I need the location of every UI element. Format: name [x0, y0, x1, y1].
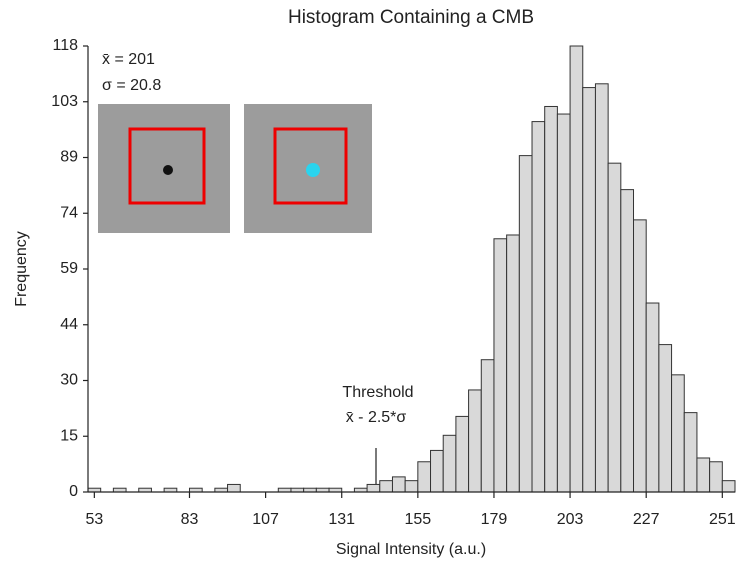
- annotation: x̄ - 2.5*σ: [346, 409, 407, 426]
- inset-spot: [306, 163, 320, 177]
- bar: [417, 461, 432, 493]
- bar: [582, 87, 596, 493]
- bar: [227, 483, 241, 493]
- bar: [594, 83, 609, 493]
- bar: [493, 238, 508, 493]
- x-axis-label: Signal Intensity (a.u.): [336, 541, 486, 558]
- bar: [633, 219, 647, 493]
- inset-images: [98, 104, 372, 233]
- annotation: Threshold: [342, 384, 413, 401]
- bar: [391, 476, 406, 493]
- y-tick-label: 44: [60, 316, 78, 333]
- bar: [671, 374, 685, 493]
- bar: [620, 189, 635, 493]
- x-tick-label: 203: [557, 511, 584, 528]
- bar: [658, 344, 673, 493]
- bar: [696, 457, 711, 493]
- annotation: σ = 20.8: [102, 77, 161, 94]
- bar: [709, 461, 723, 493]
- bar: [531, 121, 546, 493]
- y-tick-label: 0: [69, 483, 78, 500]
- bar: [366, 483, 381, 493]
- x-tick-label: 227: [633, 511, 660, 528]
- bar: [480, 359, 495, 493]
- y-tick-label: 118: [52, 37, 78, 54]
- bar: [430, 449, 444, 493]
- bar: [556, 113, 571, 493]
- x-tick-label: 107: [252, 511, 279, 528]
- bar: [569, 45, 584, 493]
- bar: [455, 415, 470, 493]
- bar: [544, 105, 558, 493]
- inset-box: [273, 127, 348, 205]
- bar: [683, 412, 698, 493]
- bar: [468, 389, 482, 493]
- x-tick-label: 155: [404, 511, 431, 528]
- x-tick-label: 251: [709, 511, 736, 528]
- inset-box: [128, 127, 206, 205]
- x-tick-label: 179: [481, 511, 508, 528]
- bar: [506, 234, 520, 493]
- bar: [607, 162, 622, 493]
- bar: [379, 480, 393, 493]
- x-tick-label: 83: [181, 511, 199, 528]
- y-tick-label: 74: [60, 204, 78, 221]
- bar: [645, 302, 660, 493]
- inset-spot: [163, 165, 173, 175]
- y-tick-label: 15: [60, 427, 78, 444]
- bar: [404, 480, 419, 493]
- x-tick-label: 53: [85, 511, 103, 528]
- chart-title: Histogram Containing a CMB: [288, 7, 534, 28]
- annotation: x̄ = 201: [102, 51, 155, 68]
- bar: [442, 434, 457, 493]
- y-axis-label: Frequency: [13, 231, 30, 307]
- y-tick-label: 89: [60, 149, 78, 166]
- y-tick-label: 59: [60, 260, 78, 277]
- x-tick-label: 131: [328, 511, 355, 528]
- y-tick-label: 30: [60, 372, 78, 389]
- bar: [721, 480, 736, 493]
- y-tick-label: 103: [51, 93, 78, 110]
- bar: [518, 155, 533, 493]
